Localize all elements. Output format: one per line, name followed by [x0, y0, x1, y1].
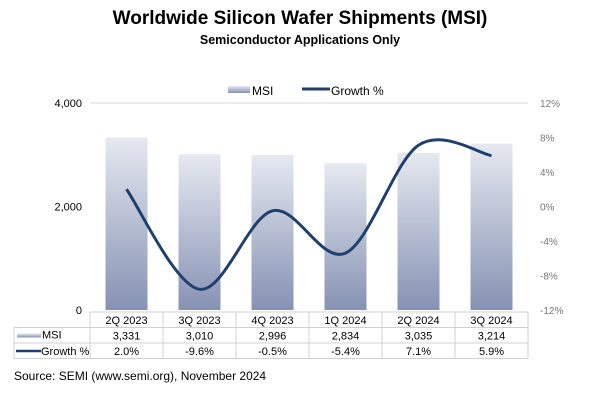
bar: [178, 154, 221, 310]
category-label: 4Q 2023: [251, 315, 293, 327]
category-label: 2Q 2023: [105, 315, 147, 327]
right-tick-label: -4%: [540, 237, 558, 248]
growth-value: 5.9%: [479, 346, 504, 358]
growth-value: -5.4%: [331, 346, 360, 358]
msi-value: 3,010: [186, 331, 214, 343]
growth-value: -9.6%: [185, 346, 214, 358]
growth-value: 7.1%: [406, 346, 431, 358]
table-legend-msi: [17, 333, 41, 338]
table-row-label-msi: MSI: [42, 330, 62, 342]
source-note: Source: SEMI (www.semi.org), November 20…: [14, 369, 267, 383]
right-tick-label: 8%: [540, 134, 555, 145]
bar: [324, 163, 367, 310]
chart-title: Worldwide Silicon Wafer Shipments (MSI): [112, 8, 488, 29]
bar: [397, 152, 440, 310]
bar: [470, 143, 513, 310]
chart-subtitle: Semiconductor Applications Only: [199, 33, 401, 47]
bar: [105, 137, 148, 310]
msi-value: 2,996: [259, 331, 287, 343]
msi-value: 3,331: [113, 331, 141, 343]
category-label: 3Q 2023: [178, 315, 220, 327]
right-tick-label: 12%: [540, 99, 560, 110]
right-tick-label: 0%: [540, 203, 555, 214]
left-tick-label: 0: [76, 305, 82, 317]
right-tick-label: -12%: [540, 306, 563, 317]
msi-value: 3,035: [405, 331, 433, 343]
right-tick-label: -8%: [540, 272, 558, 283]
msi-value: 2,834: [332, 331, 360, 343]
category-label: 2Q 2024: [397, 315, 439, 327]
legend-label-msi: MSI: [252, 84, 273, 98]
growth-value: -0.5%: [258, 346, 287, 358]
table-row-label-growth: Growth %: [41, 346, 90, 358]
left-tick-label: 2,000: [54, 202, 82, 214]
category-label: 3Q 2024: [470, 315, 512, 327]
msi-value: 3,214: [478, 331, 506, 343]
legend-swatch-msi: [228, 86, 250, 93]
growth-value: 2.0%: [114, 346, 139, 358]
category-label: 1Q 2024: [324, 315, 366, 327]
left-tick-label: 4,000: [54, 98, 82, 110]
bar: [251, 154, 294, 310]
right-tick-label: 4%: [540, 168, 555, 179]
legend-label-growth: Growth %: [331, 84, 384, 98]
